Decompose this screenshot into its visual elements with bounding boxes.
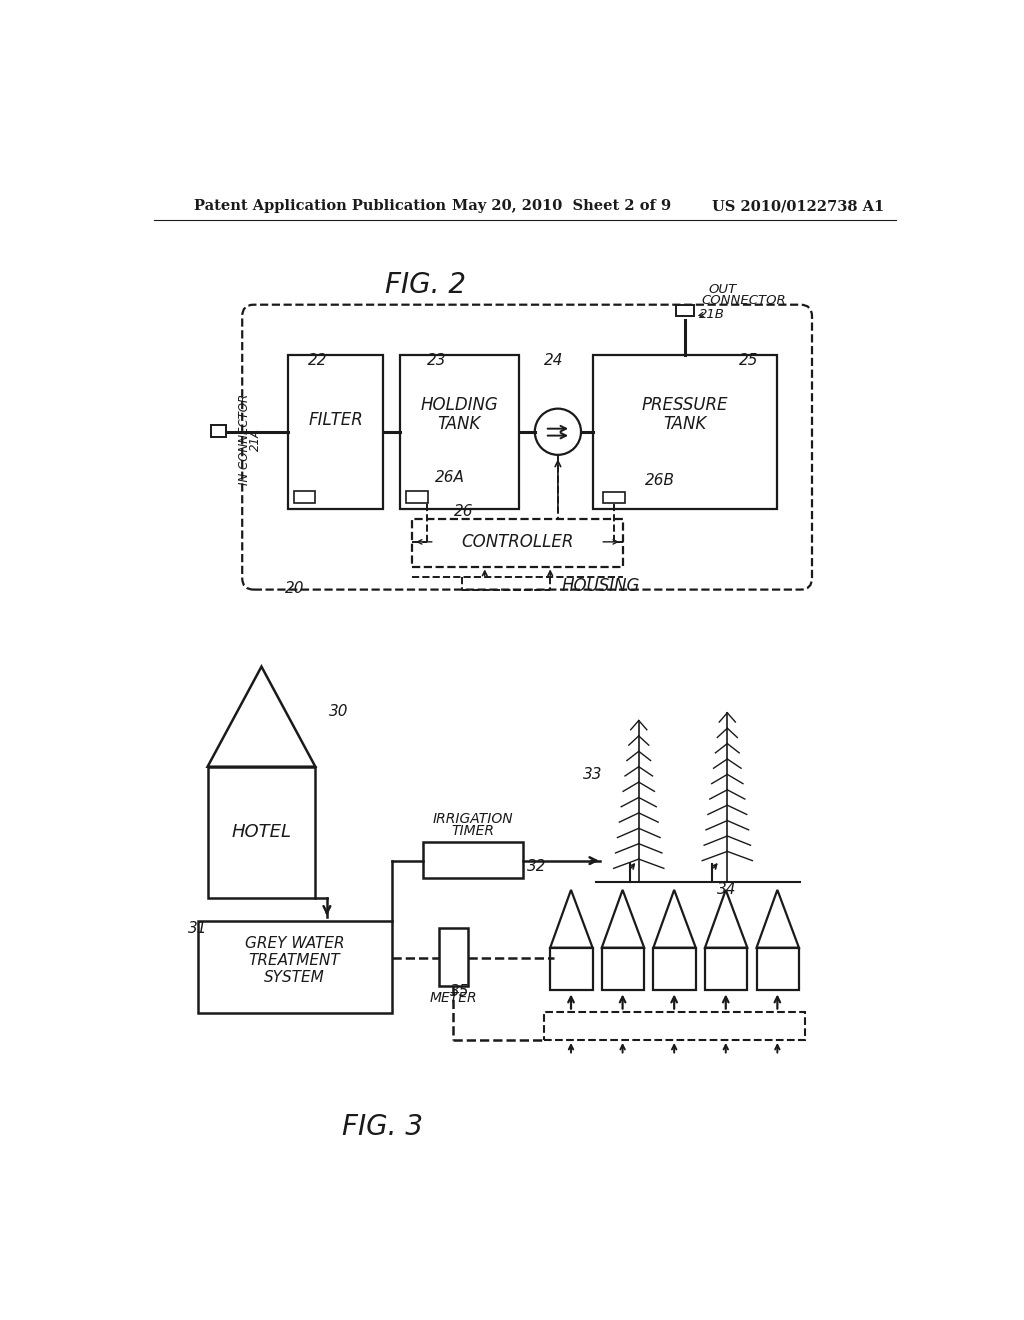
Polygon shape: [705, 890, 748, 948]
Text: HOTEL: HOTEL: [231, 824, 292, 841]
Circle shape: [535, 409, 581, 455]
Bar: [438, 928, 468, 986]
Text: 21B: 21B: [698, 308, 725, 321]
Text: 22: 22: [307, 354, 327, 368]
Text: 24: 24: [544, 354, 563, 368]
Bar: [757, 948, 799, 990]
Text: TREATMENT: TREATMENT: [249, 953, 340, 969]
Text: TIMER: TIMER: [452, 825, 495, 838]
Text: 31: 31: [188, 921, 208, 936]
Bar: [544, 1011, 805, 1040]
Text: May 20, 2010  Sheet 2 of 9: May 20, 2010 Sheet 2 of 9: [453, 199, 672, 213]
Text: HOLDING: HOLDING: [421, 396, 499, 413]
Text: 23: 23: [427, 354, 446, 368]
Text: 26A: 26A: [435, 470, 465, 486]
Text: 20: 20: [285, 581, 304, 595]
Text: HOUSING: HOUSING: [562, 577, 640, 595]
Bar: [400, 355, 519, 508]
Text: SYSTEM: SYSTEM: [264, 970, 325, 985]
Text: CONTROLLER: CONTROLLER: [461, 533, 573, 550]
Text: FIG. 3: FIG. 3: [342, 1113, 423, 1140]
Text: 21A: 21A: [249, 428, 262, 451]
Text: TANK: TANK: [664, 414, 707, 433]
Bar: [208, 767, 315, 898]
Bar: [412, 519, 624, 566]
Text: IRRIGATION: IRRIGATION: [433, 812, 513, 826]
Text: IN CONNECTOR: IN CONNECTOR: [238, 393, 251, 484]
Polygon shape: [550, 890, 593, 948]
Text: Patent Application Publication: Patent Application Publication: [194, 199, 445, 213]
Text: 33: 33: [584, 767, 603, 781]
Text: 26: 26: [454, 503, 473, 519]
Bar: [602, 948, 644, 990]
Bar: [423, 842, 523, 878]
Text: US 2010/0122738 A1: US 2010/0122738 A1: [712, 199, 884, 213]
Polygon shape: [208, 667, 315, 767]
Text: FILTER: FILTER: [309, 412, 364, 429]
Polygon shape: [757, 890, 799, 948]
Bar: [289, 355, 383, 508]
Text: TANK: TANK: [437, 414, 481, 433]
Bar: [593, 355, 777, 508]
Text: 35: 35: [451, 983, 470, 999]
Bar: [653, 948, 695, 990]
Text: PRESSURE: PRESSURE: [642, 396, 728, 413]
Polygon shape: [653, 890, 695, 948]
Bar: [676, 305, 694, 317]
Bar: [294, 491, 315, 503]
Text: 30: 30: [330, 704, 349, 719]
Text: OUT: OUT: [708, 282, 736, 296]
Text: 32: 32: [527, 859, 547, 874]
Bar: [705, 948, 748, 990]
Polygon shape: [602, 890, 644, 948]
Bar: [603, 492, 625, 503]
Bar: [407, 491, 428, 503]
Bar: [550, 948, 593, 990]
Text: CONNECTOR: CONNECTOR: [701, 294, 786, 308]
Text: GREY WATER: GREY WATER: [245, 936, 344, 952]
Text: 26B: 26B: [645, 473, 675, 488]
Text: METER: METER: [429, 991, 477, 1005]
Text: FIG. 2: FIG. 2: [385, 272, 466, 300]
Bar: [198, 921, 392, 1014]
Text: 34: 34: [717, 882, 737, 898]
Text: 25: 25: [739, 354, 759, 368]
Bar: [211, 425, 226, 437]
